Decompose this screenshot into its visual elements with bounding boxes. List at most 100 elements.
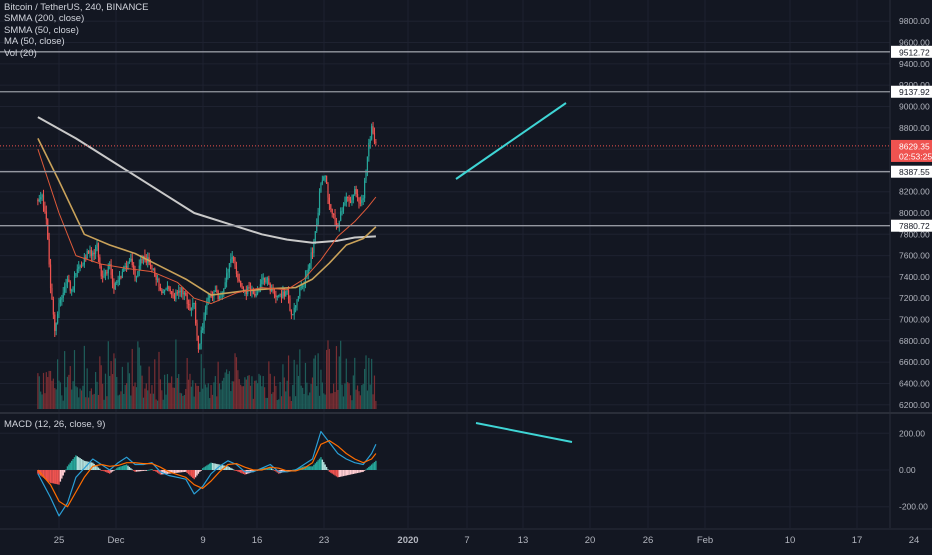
candle-body [86,250,88,259]
macd-histogram-bar [211,462,214,470]
volume-bar [156,400,159,409]
macd-signal-line[interactable] [37,440,377,508]
candle-body [180,287,183,293]
volume-bar [45,372,47,409]
candle-body [110,264,112,275]
macd-histogram-bar [135,470,138,472]
x-tick-label: 2020 [397,535,418,546]
volume-bar [214,376,216,409]
candle-body [120,276,122,278]
volume-bar [318,395,321,409]
candlesticks[interactable] [37,121,377,353]
macd-histogram-bar [351,470,353,475]
y-tick-label: 7000.00 [899,315,930,325]
macd-legend[interactable]: MACD (12, 26, close, 9) [4,419,106,430]
volume-bar [59,382,62,409]
candle-body [185,292,187,295]
candle-body [66,279,69,284]
indicator-volume-label[interactable]: Vol (20) [4,47,37,59]
candle-body [85,257,87,259]
ma50-line[interactable] [37,148,377,305]
macd-histogram-bar [190,470,193,477]
macd-histogram-bar [324,464,326,470]
candle-body [155,276,157,280]
macd-histogram-bar [266,467,269,470]
macd-histogram-bar [142,470,145,471]
candle-body [151,265,153,269]
macd-histogram-bar [313,464,315,470]
volume-bar [154,359,156,409]
macd-histogram-bar [51,470,53,484]
candle-body [234,261,236,267]
candle-body [268,278,270,284]
macd-histogram-bar [147,470,149,471]
macd-histogram-bar [358,470,360,473]
volume-bar [327,340,329,409]
candle-body [165,288,167,290]
volume-bar [192,380,194,409]
candle-body [216,290,218,292]
volume-bar [72,381,74,409]
candle-body [41,194,43,198]
macd-histogram-bar [89,462,91,470]
volume-bar [325,349,328,409]
candle-body [375,141,377,143]
volume-bar [309,392,311,409]
candle-body [223,288,225,293]
candle-body [42,194,45,207]
x-tick-label: 16 [252,535,263,546]
date-axis[interactable]: 25 Dec 9 16 23 2020 7 13 20 26 Feb 10 17 24 [54,535,920,546]
candle-body [237,273,239,280]
macd-histogram-bar [200,470,202,471]
macd-histogram-bar [123,465,125,470]
volume-bar [185,388,187,409]
price-trendline[interactable] [455,102,567,180]
macd-histogram-bar [144,470,146,471]
volume-bar [76,387,78,409]
volume-bar [206,387,208,409]
candle-body [79,265,81,267]
macd-histogram-bar [127,465,129,470]
volume-bar [361,385,363,409]
macd-histogram-bar [124,464,126,470]
macd-trendline[interactable] [475,422,573,443]
candle-body [299,287,301,297]
candle-body [192,303,194,308]
macd-histogram-bar [355,470,357,474]
candle-body [121,271,123,278]
volume-bar [71,389,73,409]
volume-bar [162,399,164,409]
symbol-title[interactable]: Bitcoin / TetherUS, 240, BINANCE [4,2,149,13]
candle-body [320,183,322,193]
volume-bar [55,389,57,409]
indicator-ma50-label[interactable]: MA (50, close) [4,36,65,48]
macd-axis[interactable]: 200.00 0.00 -200.00 [899,428,928,511]
volume-bar [264,387,266,409]
volume-bar [334,391,336,409]
indicator-smma50-label[interactable]: SMMA (50, close) [4,24,79,36]
volume-bar [240,384,242,409]
macd-histogram-bar [132,470,135,471]
candle-body [113,283,115,290]
macd-histogram-bar [117,467,119,470]
macd-histogram-bar [162,470,164,475]
volume-bar [216,396,218,409]
macd-histogram-bar [213,463,215,470]
smma50-line[interactable] [37,138,377,296]
candle-body [48,239,50,265]
indicator-smma200-label[interactable]: SMMA (200, close) [4,13,85,25]
y-tick-label: 8800.00 [899,123,930,133]
volume-bar [355,389,357,409]
macd-histogram-bar [155,470,157,472]
smma200-line[interactable] [37,116,376,244]
level-price-label: 9137.92 [899,87,930,97]
volume-bar [69,366,71,409]
candle-body [310,252,312,264]
candle-body [187,303,190,305]
macd-histogram-bar [269,467,271,470]
candle-body [347,196,349,198]
macd-line[interactable] [37,430,377,517]
macd-histogram-bar [275,470,277,472]
